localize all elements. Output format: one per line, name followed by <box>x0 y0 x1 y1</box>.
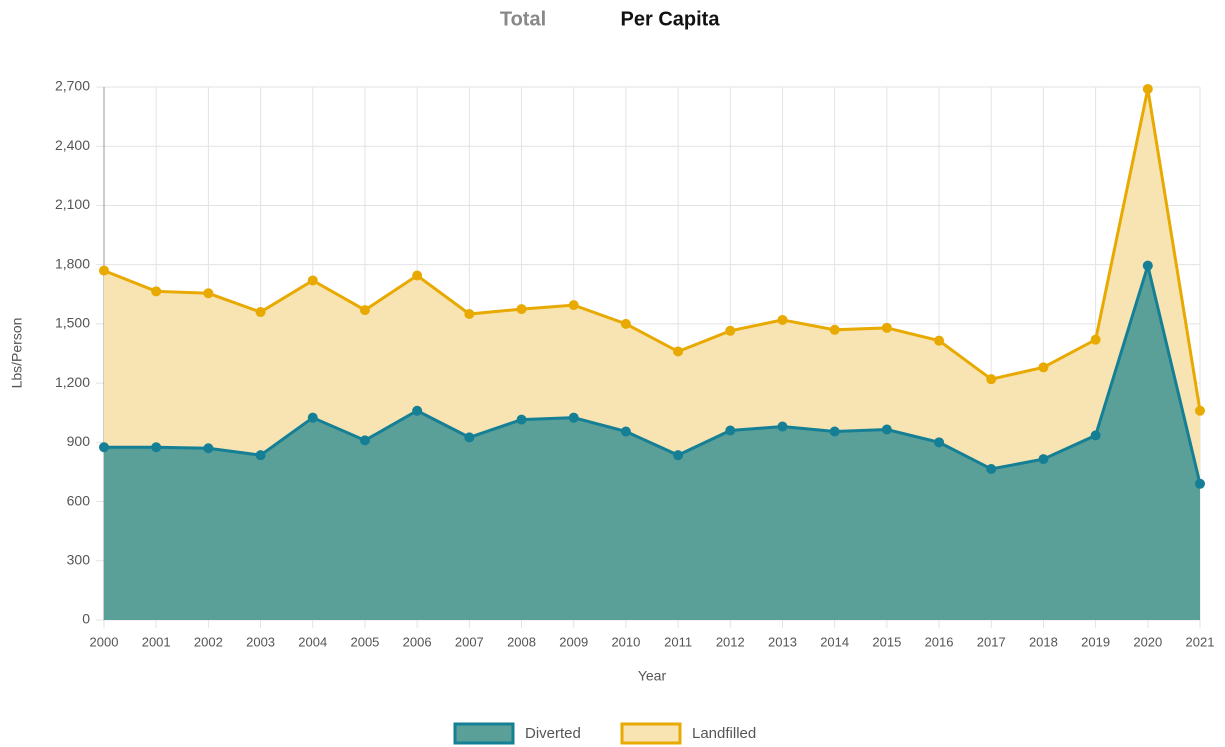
point <box>673 346 684 357</box>
tab-per-capita[interactable]: Per Capita <box>621 8 721 30</box>
point <box>934 335 945 346</box>
point <box>99 265 109 276</box>
area-fill <box>104 265 1200 620</box>
point <box>307 275 318 286</box>
y-tick-label: 2,700 <box>55 78 90 94</box>
x-tick-label: 2009 <box>559 634 588 649</box>
point <box>934 437 945 448</box>
legend-swatch <box>620 722 682 745</box>
point <box>359 435 370 446</box>
point <box>620 426 631 437</box>
y-axis-label: Lbs/Person <box>9 318 25 389</box>
point <box>255 450 266 461</box>
point <box>1195 405 1205 416</box>
x-tick-label: 2001 <box>142 634 171 649</box>
point <box>1090 334 1101 345</box>
point <box>568 300 579 311</box>
line <box>104 259 1202 485</box>
point <box>516 414 527 425</box>
x-tick-label: 2007 <box>455 634 484 649</box>
point <box>881 424 892 435</box>
x-axis-label: Year <box>638 668 667 684</box>
point <box>464 309 475 320</box>
line <box>103 88 1202 411</box>
point <box>412 270 423 281</box>
y-tick-label: 0 <box>82 611 90 627</box>
y-tick-label: 300 <box>67 551 91 567</box>
point <box>151 442 162 453</box>
y-tick-label: 2,400 <box>55 137 90 153</box>
x-tick-label: 2016 <box>925 634 954 649</box>
x-tick-label: 2011 <box>664 634 692 649</box>
x-tick-label: 2017 <box>977 634 1006 649</box>
x-tick-label: 2021 <box>1186 634 1215 649</box>
point <box>725 325 736 336</box>
point <box>1090 430 1101 441</box>
point <box>829 324 840 335</box>
y-tick-label: 1,800 <box>55 255 90 271</box>
legend-label: Diverted <box>525 725 581 742</box>
x-tick-label: 2003 <box>246 634 275 649</box>
point <box>1142 83 1153 94</box>
point <box>620 318 631 329</box>
x-tick-label: 2002 <box>194 634 223 649</box>
point <box>1142 260 1153 271</box>
point <box>151 286 162 297</box>
legend-label: Landfilled <box>692 725 756 742</box>
y-tick-label: 2,100 <box>55 196 90 212</box>
point <box>1195 478 1205 489</box>
point <box>673 450 684 461</box>
y-tick-label: 600 <box>67 492 91 508</box>
x-tick-label: 2005 <box>350 634 379 649</box>
point <box>307 412 318 423</box>
point <box>777 314 788 325</box>
x-tick-label: 2010 <box>611 634 640 649</box>
point <box>986 374 997 385</box>
point <box>829 426 840 437</box>
point <box>986 463 997 474</box>
point <box>255 307 266 318</box>
point <box>1038 454 1049 465</box>
point <box>359 305 370 316</box>
x-tick-label: 2000 <box>90 634 119 649</box>
point <box>203 443 214 454</box>
point <box>203 288 214 299</box>
point <box>725 425 736 436</box>
x-tick-label: 2004 <box>298 634 327 649</box>
y-tick-label: 1,200 <box>55 374 90 390</box>
point <box>412 405 423 416</box>
legend-swatch <box>453 722 515 745</box>
point <box>568 412 579 423</box>
x-tick-label: 2014 <box>820 634 849 649</box>
x-tick-label: 2015 <box>872 634 901 649</box>
y-tick-label: 900 <box>67 433 91 449</box>
x-tick-label: 2020 <box>1133 634 1162 649</box>
point <box>464 432 475 443</box>
point <box>777 421 788 432</box>
x-tick-label: 2019 <box>1081 634 1110 649</box>
x-tick-label: 2013 <box>768 634 797 649</box>
tab-total[interactable]: Total <box>500 8 546 30</box>
point <box>516 304 527 315</box>
x-tick-label: 2006 <box>403 634 432 649</box>
point <box>881 322 892 333</box>
point <box>99 442 109 453</box>
x-tick-label: 2018 <box>1029 634 1058 649</box>
x-tick-label: 2012 <box>716 634 745 649</box>
y-tick-label: 1,500 <box>55 315 90 331</box>
point <box>1038 362 1049 373</box>
x-tick-label: 2008 <box>507 634 536 649</box>
